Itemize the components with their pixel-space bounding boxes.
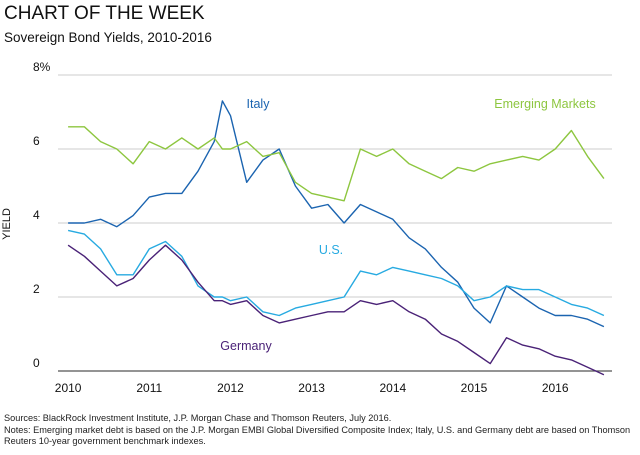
x-tick-label: 2012: [217, 381, 244, 395]
chart-title: CHART OF THE WEEK: [4, 3, 205, 24]
y-tick-label: 0: [33, 356, 40, 370]
y-tick-label: 6: [33, 134, 40, 148]
x-tick-label: 2010: [55, 381, 82, 395]
series-label: Italy: [247, 97, 271, 111]
series-label: Germany: [220, 339, 272, 353]
chart-subtitle: Sovereign Bond Yields, 2010-2016: [4, 30, 212, 45]
y-tick-label: 8%: [33, 60, 51, 74]
x-tick-label: 2014: [379, 381, 406, 395]
notes: Notes: Emerging market debt is based on …: [4, 424, 631, 447]
x-tick-label: 2016: [542, 381, 569, 395]
series-line: [68, 126, 605, 202]
x-tick-label: 2013: [298, 381, 325, 395]
y-tick-label: 2: [33, 282, 40, 296]
y-axis-label: YIELD: [1, 208, 13, 240]
x-tick-label: 2011: [136, 381, 162, 395]
chart: CHART OF THE WEEK Sovereign Bond Yields,…: [1, 3, 612, 395]
footnotes: Sources: BlackRock Investment Institute,…: [4, 413, 636, 448]
sources: Sources: BlackRock Investment Institute,…: [4, 413, 392, 423]
series-line: [68, 100, 605, 328]
series-label: Emerging Markets: [494, 97, 595, 111]
x-tick-label: 2015: [461, 381, 488, 395]
series-line: [67, 244, 605, 376]
y-tick-label: 4: [33, 208, 40, 222]
series-line: [67, 229, 605, 317]
series-label: U.S.: [319, 243, 343, 257]
